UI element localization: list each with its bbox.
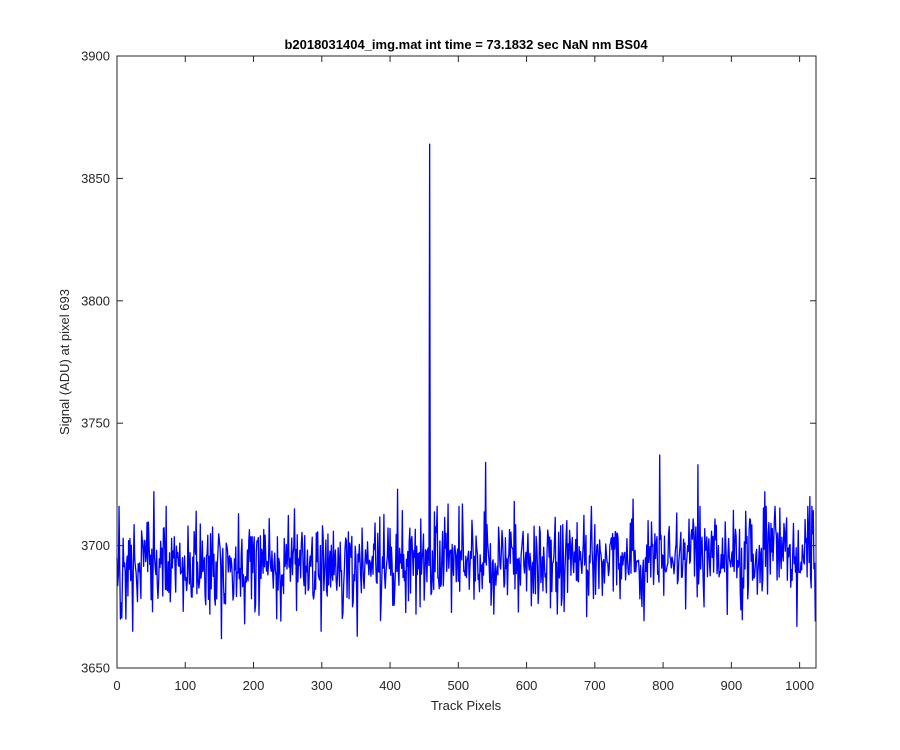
series-layer — [116, 143, 816, 640]
y-axis-ticks: 3650 3700 3750 3800 3850 3900 — [81, 49, 816, 676]
y-axis-label: Signal (ADU) at pixel 693 — [57, 289, 72, 435]
plot-frame — [116, 55, 817, 669]
x-axis-ticks: 0 100 200 300 400 500 600 700 800 900 1000 — [113, 56, 814, 693]
x-tick-label: 900 — [721, 678, 743, 693]
chart-title: b2018031404_img.mat int time = 73.1832 s… — [284, 37, 648, 52]
x-axis-label: Track Pixels — [431, 698, 502, 713]
y-tick-label: 3650 — [81, 661, 110, 676]
x-tick-label: 300 — [311, 678, 333, 693]
y-tick-label: 3800 — [81, 293, 110, 308]
x-tick-label: 200 — [243, 678, 265, 693]
y-tick-label: 3850 — [81, 171, 110, 186]
signal-series-line — [116, 143, 816, 640]
x-tick-label: 100 — [174, 678, 196, 693]
x-tick-label: 700 — [584, 678, 606, 693]
x-tick-label: 800 — [652, 678, 674, 693]
x-tick-label: 1000 — [785, 678, 814, 693]
x-tick-label: 0 — [113, 678, 120, 693]
x-tick-label: 500 — [447, 678, 469, 693]
y-tick-label: 3750 — [81, 416, 110, 431]
y-tick-label: 3900 — [81, 49, 110, 64]
y-tick-label: 3700 — [81, 538, 110, 553]
x-tick-label: 400 — [379, 678, 401, 693]
x-tick-label: 600 — [516, 678, 538, 693]
